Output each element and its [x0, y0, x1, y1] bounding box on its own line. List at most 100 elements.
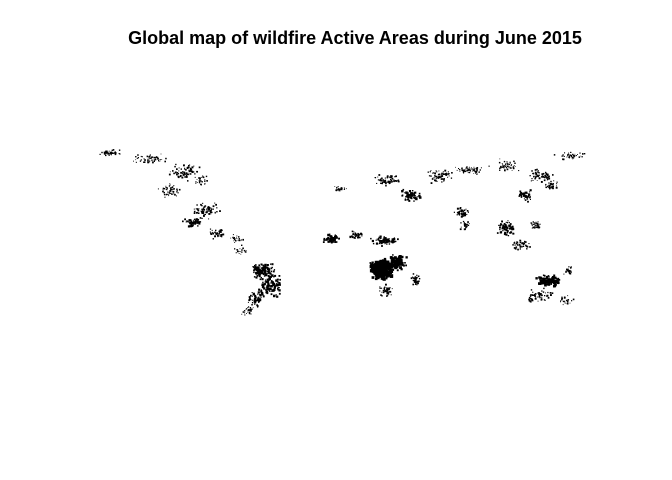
- fire-pixel: [553, 284, 556, 288]
- fire-pixel: [180, 171, 182, 174]
- fire-pixel: [184, 218, 186, 221]
- fire-pixel: [218, 235, 220, 237]
- fire-pixel: [467, 172, 469, 174]
- fire-pixel: [266, 280, 269, 283]
- fire-pixel: [170, 189, 172, 191]
- fire-pixel: [475, 170, 477, 172]
- fire-pixel: [255, 276, 258, 279]
- fire-pixel: [568, 271, 571, 273]
- fire-pixel: [253, 268, 256, 271]
- fire-pixel: [200, 210, 202, 212]
- fire-pixel: [390, 261, 393, 264]
- fire-pixel: [535, 226, 537, 228]
- fire-pixel: [201, 204, 203, 207]
- fire-pixel: [551, 277, 553, 279]
- fire-pixel: [506, 227, 509, 230]
- fire-pixel: [210, 207, 212, 209]
- fire-pixel: [372, 242, 375, 245]
- fire-pixel: [192, 221, 195, 224]
- fire-pixel: [212, 232, 215, 235]
- fire-pixel: [512, 166, 514, 168]
- fire-pixel: [418, 194, 421, 198]
- fire-pixel: [387, 180, 390, 183]
- fire-pixel: [279, 278, 281, 281]
- fire-pixel: [199, 179, 200, 180]
- fire-pixel: [257, 267, 260, 270]
- fire-pixel: [382, 277, 385, 280]
- fire-pixel: [194, 173, 196, 175]
- fire-pixel: [379, 243, 381, 245]
- fire-pixel: [396, 260, 398, 262]
- fire-pixel: [277, 287, 279, 289]
- fire-pixel: [570, 154, 573, 157]
- fire-pixel: [397, 264, 400, 266]
- fire-pixel: [162, 189, 164, 191]
- fire-pixel: [377, 277, 380, 280]
- fire-pixel: [278, 282, 281, 285]
- fire-pixel: [203, 215, 205, 217]
- fire-pixel: [502, 224, 505, 227]
- fire-pixel: [377, 271, 381, 274]
- fire-pixel: [443, 179, 445, 181]
- fire-pixel: [542, 176, 544, 178]
- fire-pixel: [257, 270, 260, 272]
- fire-pixel: [441, 173, 443, 176]
- fire-pixel: [514, 247, 517, 250]
- fire-pixel: [250, 310, 252, 312]
- fire-pixel: [382, 241, 385, 243]
- fire-pixel: [414, 191, 417, 194]
- fire-pixel: [391, 270, 394, 273]
- fire-pixel: [170, 192, 172, 194]
- fire-pixel: [512, 232, 515, 235]
- fire-pixel: [473, 169, 475, 171]
- fire-pixel: [169, 184, 171, 186]
- fire-pixel: [378, 261, 380, 264]
- fire-pixel: [114, 152, 117, 155]
- fire-pixel: [175, 163, 177, 166]
- fire-pixel: [210, 233, 213, 235]
- fire-pixel: [179, 175, 181, 178]
- fire-pixel: [404, 198, 407, 200]
- fire-pixel: [546, 177, 548, 179]
- fire-pixel: [503, 165, 505, 167]
- fire-pixel: [239, 248, 241, 250]
- fire-pixel: [370, 237, 372, 240]
- fire-pixel: [504, 226, 507, 229]
- fire-pixel: [340, 187, 342, 190]
- fire-pixel: [382, 239, 384, 241]
- fire-pixel: [562, 158, 565, 161]
- fire-pixel: [529, 198, 531, 200]
- fire-pixel: [505, 233, 508, 236]
- fire-pixel: [405, 264, 407, 267]
- fire-pixel: [374, 264, 377, 267]
- fire-pixel: [260, 271, 264, 275]
- fire-pixel: [387, 267, 392, 271]
- fire-pixel: [460, 210, 462, 212]
- fire-pixel: [241, 313, 243, 315]
- fire-pixel: [544, 176, 546, 179]
- fire-pixel: [402, 188, 405, 191]
- fire-pixel: [137, 154, 139, 156]
- fire-pixel: [160, 153, 162, 155]
- fire-pixel: [384, 237, 387, 240]
- fire-pixel: [210, 208, 213, 210]
- fire-pixel: [516, 244, 518, 246]
- fire-pixel: [474, 172, 476, 174]
- fire-pixel: [162, 187, 164, 189]
- fire-pixel: [519, 190, 522, 193]
- fire-pixel: [530, 289, 533, 291]
- fire-pixel: [271, 274, 274, 277]
- fire-pixel: [357, 232, 359, 235]
- fire-pixel: [357, 234, 360, 237]
- fire-pixel: [547, 176, 549, 179]
- fire-pixel: [390, 179, 393, 182]
- fire-pixel: [464, 223, 467, 226]
- fire-pixel: [168, 173, 171, 176]
- fire-pixel: [202, 209, 203, 211]
- fire-pixel: [389, 271, 392, 274]
- fire-pixel: [545, 175, 547, 178]
- fire-pixel: [198, 208, 200, 210]
- fire-pixel: [390, 175, 393, 178]
- fire-pixel: [323, 237, 326, 240]
- fire-pixel: [451, 172, 453, 174]
